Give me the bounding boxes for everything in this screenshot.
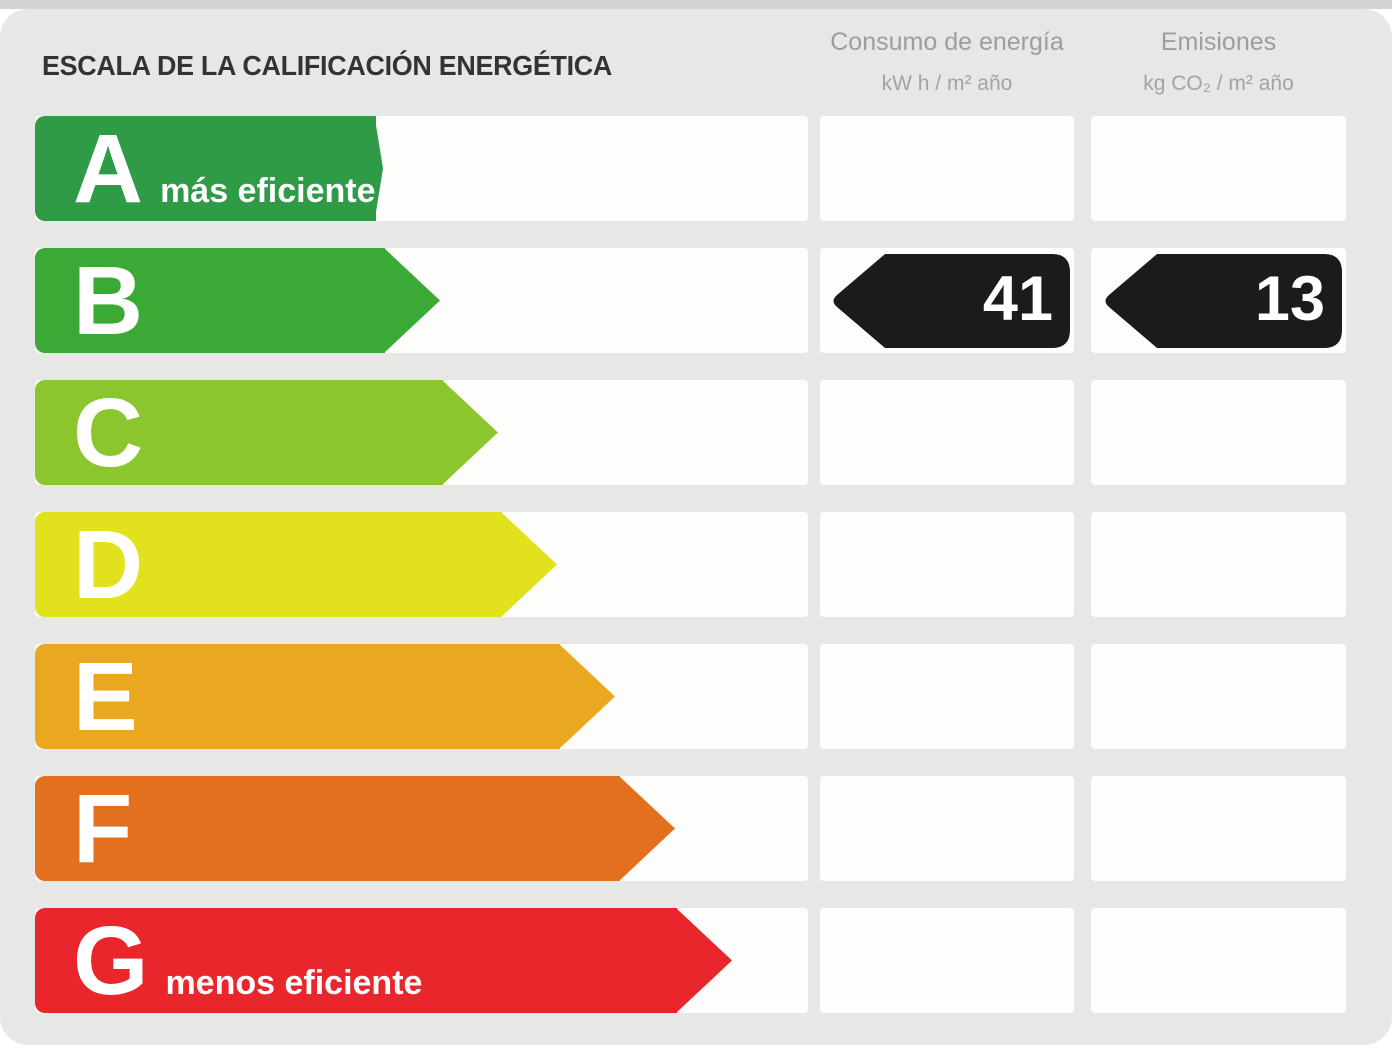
grade-row-band: E <box>35 644 808 749</box>
emissions-cell <box>1091 776 1346 881</box>
emissions-value: 13 <box>1254 263 1325 334</box>
consumption-cell <box>820 908 1074 1013</box>
grade-arrow: C <box>35 380 498 485</box>
consumption-cell: 41 <box>820 248 1074 353</box>
grade-arrow-tip-icon <box>559 644 615 749</box>
grade-letter: D <box>73 510 144 619</box>
grade-letter: C <box>73 378 144 487</box>
consumption-rating-badge: 41 <box>827 253 1071 349</box>
grade-letter: F <box>73 774 133 883</box>
consumption-cell <box>820 512 1074 617</box>
grade-arrow: F <box>35 776 675 881</box>
grade-letter: B <box>73 246 144 355</box>
emissions-cell <box>1091 380 1346 485</box>
scale-row: E <box>35 644 1346 749</box>
grade-arrow-body: D <box>35 512 502 617</box>
emissions-cell <box>1091 116 1346 221</box>
consumption-header-title: Consumo de energía <box>830 28 1064 56</box>
page-title: ESCALA DE LA CALIFICACIÓN ENERGÉTICA <box>42 50 613 81</box>
grade-arrow: D <box>35 512 557 617</box>
grade-arrow-tip-icon <box>374 116 383 221</box>
emissions-header-unit: kg CO₂ / m² año <box>1143 72 1294 95</box>
grade-arrow-body: C <box>35 380 443 485</box>
grade-letter: E <box>73 642 138 751</box>
left-arrow-badge-icon <box>833 253 1070 348</box>
top-edge-strip <box>0 0 1392 9</box>
grade-row-band: D <box>35 512 808 617</box>
consumption-header-unit: kW h / m² año <box>881 72 1013 95</box>
grade-arrow-body: B <box>35 248 385 353</box>
grade-arrow-tip-icon <box>442 380 498 485</box>
column-header-consumption: Consumo de energía kW h / m² año <box>820 28 1074 96</box>
efficiency-note: menos eficiente <box>165 964 423 1002</box>
grade-arrow-body: E <box>35 644 560 749</box>
consumption-cell <box>820 380 1074 485</box>
efficiency-note: más eficiente <box>160 172 376 210</box>
scale-row: D <box>35 512 1346 617</box>
grade-row-band: F <box>35 776 808 881</box>
emissions-header-title: Emisiones <box>1160 28 1277 56</box>
grade-arrow-body: F <box>35 776 620 881</box>
emissions-cell: 13 <box>1091 248 1346 353</box>
emissions-rating-badge: 13 <box>1099 253 1343 349</box>
grade-arrow-tip-icon <box>501 512 557 617</box>
grade-arrow-tip-icon <box>384 248 440 353</box>
left-arrow-badge-icon <box>1105 253 1342 348</box>
grade-arrow: B <box>35 248 440 353</box>
emissions-cell <box>1091 908 1346 1013</box>
grade-arrow-tip-icon <box>619 776 675 881</box>
emissions-cell <box>1091 644 1346 749</box>
consumption-cell <box>820 776 1074 881</box>
scale-row: F <box>35 776 1346 881</box>
emissions-cell <box>1091 512 1346 617</box>
consumption-cell <box>820 116 1074 221</box>
grade-row-band: C <box>35 380 808 485</box>
grade-arrow-tip-icon <box>676 908 732 1013</box>
consumption-cell <box>820 644 1074 749</box>
consumption-value: 41 <box>982 263 1053 334</box>
grade-letter: A <box>73 114 144 223</box>
grade-arrow: E <box>35 644 615 749</box>
grade-letter: G <box>73 906 149 1015</box>
scale-row: C <box>35 380 1346 485</box>
grade-row-band: B <box>35 248 808 353</box>
scale-row: B 41 13 <box>35 248 1346 353</box>
column-header-emissions: Emisiones kg CO₂ / m² año <box>1091 28 1346 96</box>
